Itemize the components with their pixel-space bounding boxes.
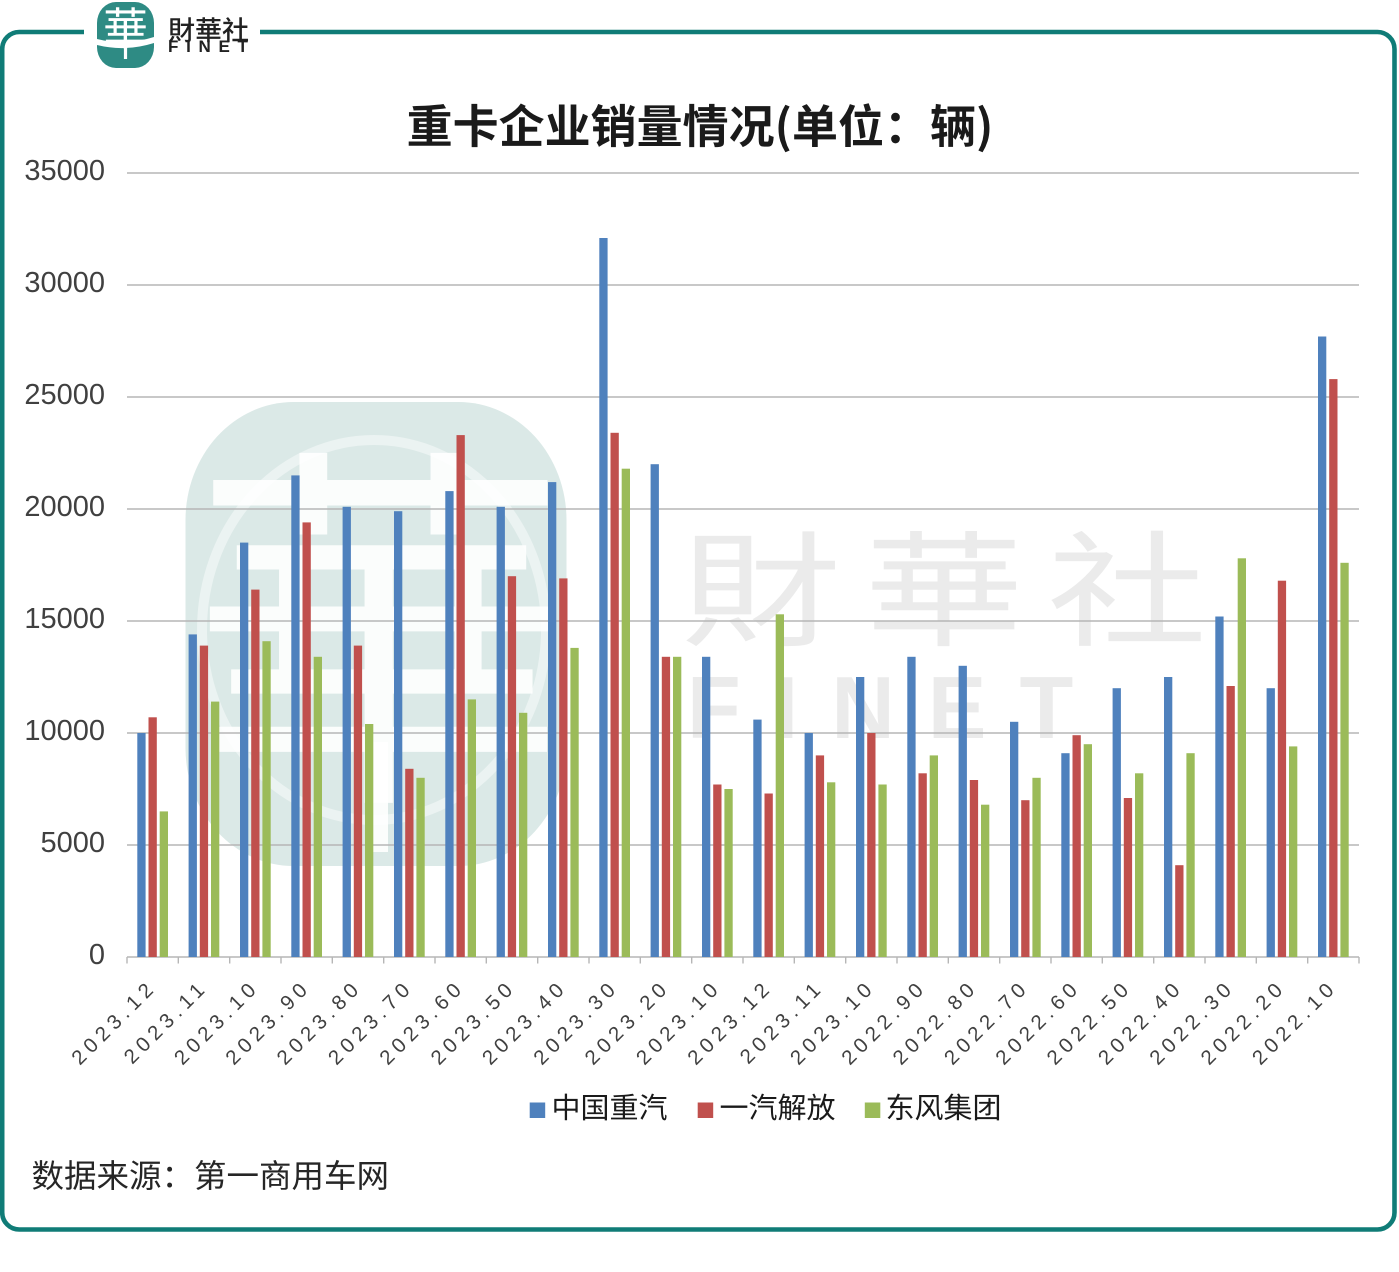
svg-text:25000: 25000	[24, 379, 105, 411]
svg-text:5000: 5000	[40, 827, 105, 859]
svg-text:35000: 35000	[24, 155, 105, 187]
svg-text:0: 0	[89, 939, 105, 971]
svg-text:15000: 15000	[24, 603, 105, 635]
svg-text:FINET: FINET	[687, 658, 1106, 757]
svg-text:FINET: FINET	[168, 37, 256, 56]
svg-text:20000: 20000	[24, 491, 105, 523]
svg-text:30000: 30000	[24, 267, 105, 299]
svg-text:10000: 10000	[24, 715, 105, 747]
